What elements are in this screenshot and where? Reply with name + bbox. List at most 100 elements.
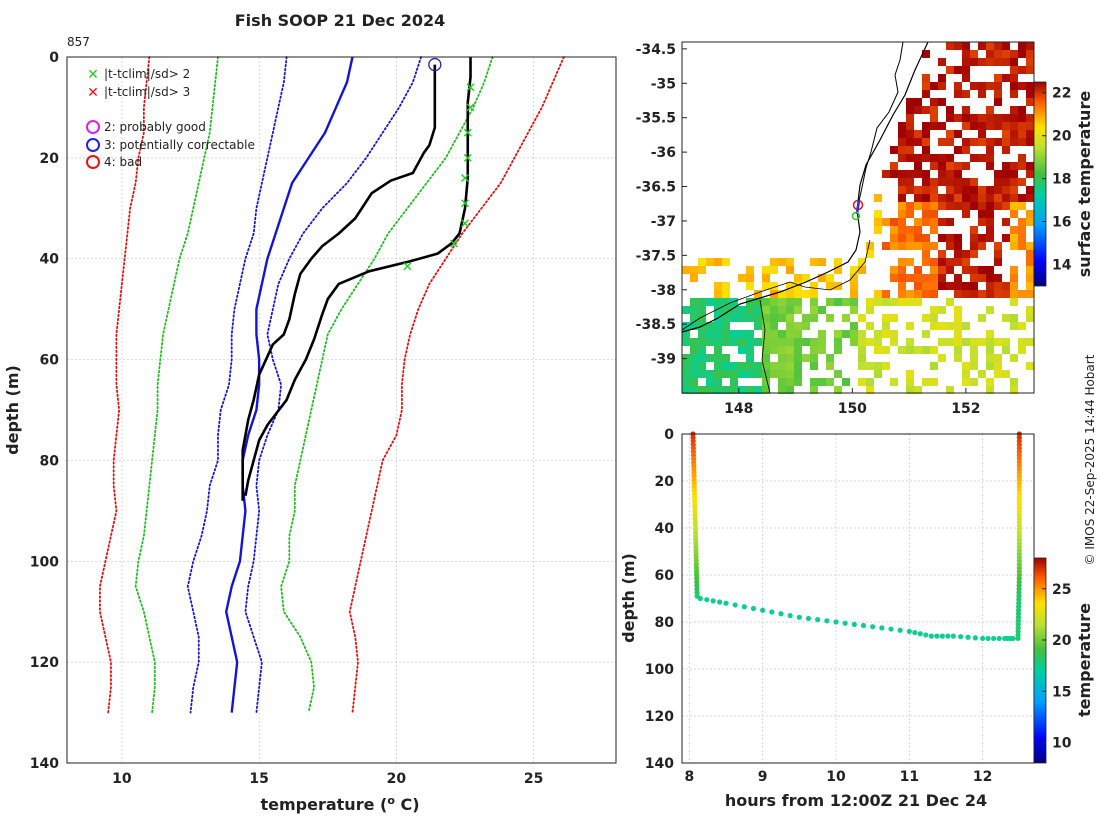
map-sst-cell [770,306,778,314]
map-sst-cell [946,322,954,330]
map-sst-cell [778,370,786,378]
map-sst-cell [1026,82,1034,90]
map-sst-cell [818,306,826,314]
map-sst-cell [786,330,794,338]
track-dot-bottom [917,631,923,637]
map-sst-cell [994,42,1002,50]
map-sst-cell [986,162,994,170]
map-sst-cell [986,42,994,50]
map-sst-cell [946,298,954,306]
map-sst-cell [850,322,858,330]
map-sst-cell [922,210,930,218]
map-sst-cell [970,282,978,290]
map-sst-cell [898,226,906,234]
map-sst-cell [730,306,738,314]
map-sst-cell [906,290,914,298]
map-sst-cell [930,122,938,130]
map-sst-cell [1018,226,1026,234]
map-sst-cell [1002,314,1010,322]
map-sst-cell [930,258,938,266]
map-sst-cell [690,370,698,378]
track-xtick-label: 12 [973,769,992,785]
profile-ytick-label: 100 [30,554,59,570]
map-sst-cell [762,362,770,370]
profile-xtick-label: 10 [112,771,132,787]
map-sst-cell [882,346,890,354]
map-sst-cell [954,322,962,330]
map-sst-cell [850,298,858,306]
map-sst-cell [682,322,690,330]
map-sst-cell [898,274,906,282]
map-sst-cell [962,114,970,122]
map-sst-cell [994,202,1002,210]
map-sst-cell [922,178,930,186]
map-sst-cell [1018,130,1026,138]
map-sst-cell [914,154,922,162]
track-ytick-label: 120 [645,709,674,725]
profile-flag-marker [403,262,412,271]
map-sst-cell [906,234,914,242]
map-sst-cell [714,378,722,386]
map-colorbar-tick-label: 20 [1052,129,1072,145]
map-sst-cell [746,370,754,378]
map-colorbar-label: surface temperature [1075,91,1094,278]
map-sst-cell [762,378,770,386]
map-sst-cell [786,378,794,386]
map-sst-cell [954,290,962,298]
map-sst-cell [986,122,994,130]
map-sst-cell [898,282,906,290]
map-sst-cell [978,202,986,210]
map-sst-cell [682,386,690,394]
map-sst-cell [962,378,970,386]
map-sst-cell [922,274,930,282]
map-sst-cell [706,298,714,306]
track-dot-bottom [723,600,729,606]
map-sst-cell [714,362,722,370]
map-sst-cell [698,330,706,338]
map-sst-cell [954,130,962,138]
map-sst-cell [962,290,970,298]
map-sst-cell [754,362,762,370]
map-sst-cell [914,266,922,274]
map-sst-cell [834,266,842,274]
map-sst-cell [1026,114,1034,122]
map-sst-cell [818,346,826,354]
track-dot-bottom [991,635,997,642]
track-dot-bottom [1010,635,1016,642]
map-sst-cell [1026,242,1034,250]
track-dot-bottom [912,629,918,636]
map-sst-cell [1002,290,1010,298]
map-sst-cell [954,258,962,266]
map-sst-cell [954,250,962,258]
map-sst-cell [1026,42,1034,50]
map-sst-cell [930,194,938,202]
map-sst-cell [794,354,802,362]
map-sst-cell [850,290,858,298]
map-sst-cell [994,122,1002,130]
map-sst-cell [962,266,970,274]
map-sst-cell [810,290,818,298]
map-sst-cell [746,362,754,370]
track-dot-bottom [815,617,821,623]
map-sst-cell [906,242,914,250]
map-sst-cell [802,314,810,322]
map-sst-cell [714,354,722,362]
map-sst-cell [890,274,898,282]
profile-ticks: 10 15 20 25 0 20 40 60 80 100 120 140 [30,50,544,787]
map-sst-cell [1010,386,1018,394]
map-sst-cell [906,122,914,130]
map-sst-cell [866,298,874,306]
map-sst-cell [850,338,858,346]
map-sst-cell [746,354,754,362]
map-sst-cell [882,330,890,338]
map-sst-cell [1010,90,1018,98]
map-sst-cell [898,210,906,218]
map-sst-cell [858,266,866,274]
map-ytick-label: -37.5 [636,248,676,264]
map-sst-cell [962,138,970,146]
map-colorbar: 14 16 18 20 22 surface temperature [1033,81,1094,287]
map-sst-cell [930,154,938,162]
map-sst-cell [898,146,906,154]
map-sst-cell [786,314,794,322]
map-sst-cell [898,298,906,306]
